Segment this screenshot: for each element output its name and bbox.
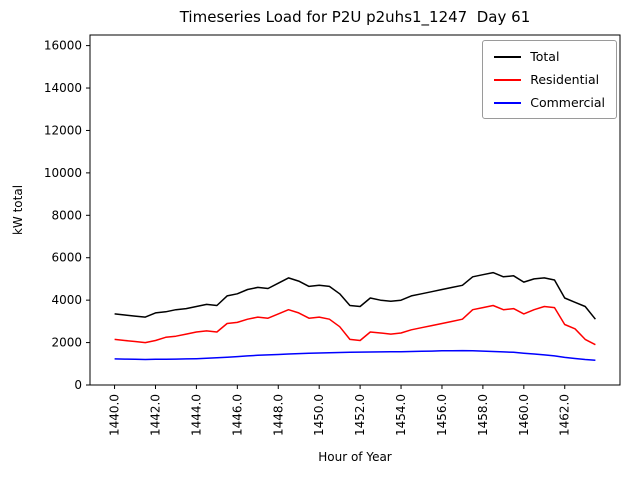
chart-title: Timeseries Load for P2U p2uhs1_1247 Day … [179, 8, 531, 26]
y-tick-label: 14000 [44, 81, 82, 95]
x-tick-label: 1448.0 [271, 394, 285, 436]
plot-border [89, 34, 621, 386]
y-tick-label: 6000 [51, 251, 82, 265]
x-tick-label: 1462.0 [558, 394, 572, 436]
y-axis-label: kW total [11, 184, 25, 236]
y-tick-label: 4000 [51, 293, 82, 307]
series-residential-line [114, 304, 596, 346]
total-line-swatch [494, 55, 522, 58]
series-commercial-line [114, 349, 596, 361]
series-total-line [114, 271, 596, 320]
x-tick-label: 1454.0 [394, 394, 408, 436]
x-tick-label: 1456.0 [435, 394, 449, 436]
y-tick-label: 12000 [44, 123, 82, 137]
commercial-line-swatch [494, 101, 522, 104]
legend-item-commercial: Commercial [494, 95, 605, 110]
x-tick-label: 1440.0 [108, 394, 122, 436]
x-axis-label: Hour of Year [318, 450, 392, 464]
legend-label-residential: Residential [530, 72, 600, 87]
y-tick-label: 0 [74, 378, 82, 392]
x-tick-label: 1442.0 [148, 394, 162, 436]
legend-label-total: Total [530, 49, 560, 64]
x-tick-label: 1450.0 [312, 394, 326, 436]
y-tick-label: 10000 [44, 166, 82, 180]
legend: Total Residential Commercial [482, 40, 617, 119]
legend-label-commercial: Commercial [530, 95, 605, 110]
legend-item-residential: Residential [494, 72, 605, 87]
y-tick-label: 16000 [44, 39, 82, 53]
x-tick-label: 1460.0 [517, 394, 531, 436]
x-tick-label: 1444.0 [189, 394, 203, 436]
legend-item-total: Total [494, 49, 605, 64]
x-tick-label: 1458.0 [476, 394, 490, 436]
residential-line-swatch [494, 78, 522, 81]
x-tick-label: 1446.0 [230, 394, 244, 436]
y-tick-label: 2000 [51, 336, 82, 350]
x-tick-label: 1452.0 [353, 394, 367, 436]
y-tick-label: 8000 [51, 208, 82, 222]
